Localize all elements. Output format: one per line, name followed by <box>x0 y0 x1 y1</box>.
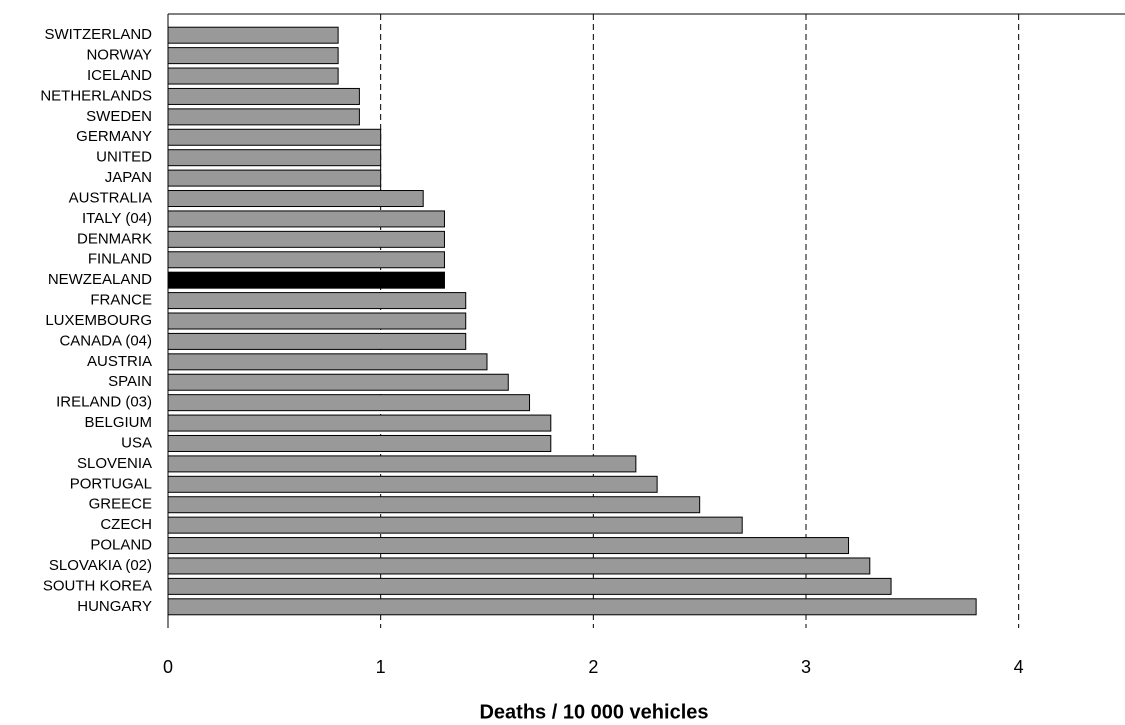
bar <box>167 475 658 493</box>
bar <box>167 251 445 269</box>
bar <box>167 26 339 44</box>
y-tick-label: NORWAY <box>86 47 152 64</box>
x-tick-label: 3 <box>801 657 811 677</box>
bar <box>167 414 552 432</box>
y-tick-label: AUSTRIA <box>87 353 152 370</box>
y-tick-label: HUNGARY <box>77 598 152 615</box>
bar <box>167 373 509 391</box>
x-tick-label: 1 <box>376 657 386 677</box>
bar <box>167 577 892 595</box>
bar <box>167 434 552 452</box>
y-tick-label: CZECH <box>100 516 152 533</box>
bar <box>167 169 382 187</box>
y-tick-label: FINLAND <box>88 251 152 268</box>
y-tick-label: AUSTRALIA <box>69 189 152 206</box>
y-tick-label: SPAIN <box>108 373 152 390</box>
bar <box>167 67 339 85</box>
y-tick-label: CANADA (04) <box>59 332 152 349</box>
bar <box>167 108 360 126</box>
bar <box>167 332 467 350</box>
y-tick-label: GREECE <box>89 496 152 513</box>
bar <box>167 292 467 310</box>
bar <box>167 271 445 289</box>
y-tick-label: NETHERLANDS <box>40 87 152 104</box>
y-tick-label: SLOVENIA <box>77 455 152 472</box>
bar <box>167 149 382 167</box>
y-tick-label: JAPAN <box>105 169 152 186</box>
y-tick-label: SOUTH KOREA <box>43 577 152 594</box>
bar <box>167 128 382 146</box>
bar <box>167 312 467 330</box>
y-tick-label: NEWZEALAND <box>48 271 152 288</box>
y-tick-label: SWITZERLAND <box>44 26 152 43</box>
bar <box>167 496 701 514</box>
bar <box>167 353 488 371</box>
y-tick-label: SWEDEN <box>86 108 152 125</box>
bar <box>167 537 850 555</box>
y-tick-label: UNITED <box>96 149 152 166</box>
y-tick-label: POLAND <box>90 537 152 554</box>
bar <box>167 190 424 208</box>
y-tick-label: SLOVAKIA (02) <box>49 557 152 574</box>
bar <box>167 87 360 105</box>
y-tick-label: ITALY (04) <box>82 210 152 227</box>
bar <box>167 557 871 575</box>
bar <box>167 210 445 228</box>
y-tick-label: ICELAND <box>87 67 152 84</box>
x-tick-label: 4 <box>1014 657 1024 677</box>
y-tick-label: BELGIUM <box>84 414 152 431</box>
y-tick-label: USA <box>121 434 152 451</box>
y-tick-label: DENMARK <box>77 230 152 247</box>
bar <box>167 394 531 412</box>
y-tick-label: IRELAND (03) <box>56 394 152 411</box>
bar <box>167 598 977 616</box>
y-tick-label: PORTUGAL <box>70 475 152 492</box>
y-tick-label: LUXEMBOURG <box>45 312 152 329</box>
bar <box>167 455 637 473</box>
bar <box>167 47 339 65</box>
y-tick-label: FRANCE <box>90 292 152 309</box>
x-tick-label: 2 <box>588 657 598 677</box>
x-tick-label: 0 <box>163 657 173 677</box>
bar <box>167 230 445 248</box>
bar <box>167 516 743 534</box>
y-tick-label: GERMANY <box>76 128 152 145</box>
x-axis-title: Deaths / 10 000 vehicles <box>479 701 708 723</box>
